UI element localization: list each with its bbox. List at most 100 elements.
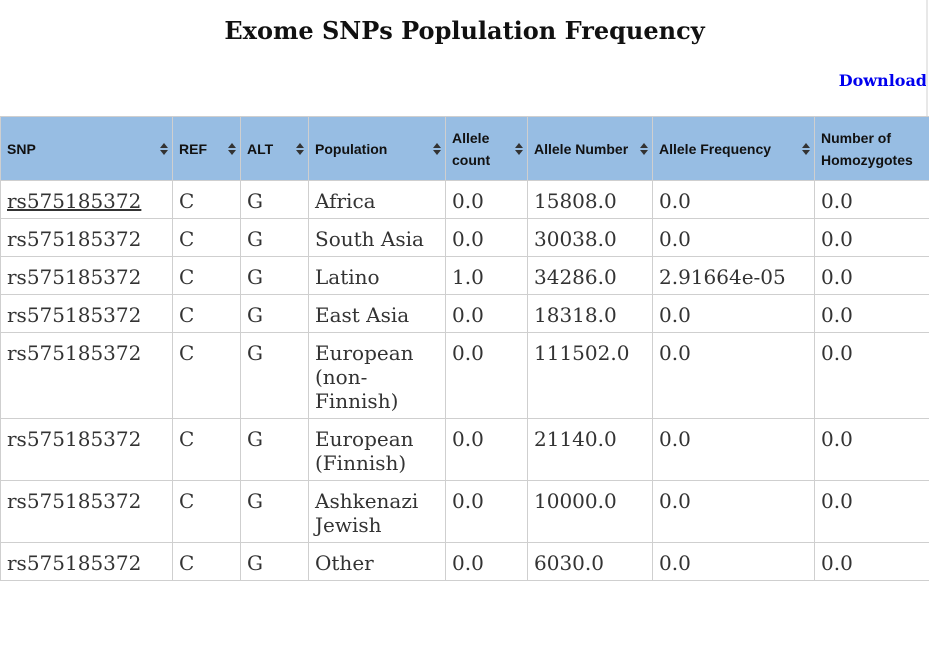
table-row: rs575185372 C G East Asia 0.0 18318.0 0.… <box>0 294 929 333</box>
download-link[interactable]: Download <box>838 71 927 90</box>
cell-population: Other <box>308 542 446 581</box>
column-header-number-of-homozygotes[interactable]: Number of Homozygotes <box>814 116 929 181</box>
sort-icon[interactable] <box>295 142 305 155</box>
cell-allele-count: 0.0 <box>445 294 528 333</box>
sort-icon[interactable] <box>159 142 169 155</box>
population-frequency-table-container[interactable]: SNP REF ALT <box>0 116 929 662</box>
table-row: rs575185372 C G South Asia 0.0 30038.0 0… <box>0 218 929 257</box>
cell-population: Ashkenazi Jewish <box>308 480 446 543</box>
table-row: rs575185372 C G European (non-Finnish) 0… <box>0 332 929 419</box>
right-divider <box>926 0 928 116</box>
sort-icon[interactable] <box>639 142 649 155</box>
cell-homozygotes: 0.0 <box>814 180 929 219</box>
cell-homozygotes: 0.0 <box>814 480 929 543</box>
cell-snp: rs575185372 <box>0 180 173 219</box>
cell-allele-frequency: 2.91664e-05 <box>652 256 815 295</box>
cell-ref: C <box>172 180 241 219</box>
cell-allele-frequency: 0.0 <box>652 418 815 481</box>
cell-allele-number: 6030.0 <box>527 542 653 581</box>
cell-snp: rs575185372 <box>0 480 173 543</box>
cell-allele-count: 1.0 <box>445 256 528 295</box>
cell-population: South Asia <box>308 218 446 257</box>
cell-allele-frequency: 0.0 <box>652 332 815 419</box>
cell-ref: C <box>172 332 241 419</box>
column-header-label: Population <box>315 140 388 157</box>
column-header-population[interactable]: Population <box>308 116 446 181</box>
cell-population: Latino <box>308 256 446 295</box>
cell-homozygotes: 0.0 <box>814 542 929 581</box>
cell-allele-count: 0.0 <box>445 180 528 219</box>
cell-homozygotes: 0.0 <box>814 332 929 419</box>
cell-ref: C <box>172 542 241 581</box>
cell-ref: C <box>172 256 241 295</box>
cell-population: East Asia <box>308 294 446 333</box>
cell-population: European (Finnish) <box>308 418 446 481</box>
page-title: Exome SNPs Poplulation Frequency <box>224 16 705 45</box>
column-header-label: Allele Frequency <box>659 140 772 157</box>
cell-allele-frequency: 0.0 <box>652 218 815 257</box>
cell-snp: rs575185372 <box>0 294 173 333</box>
column-header-allele-frequency[interactable]: Allele Frequency <box>652 116 815 181</box>
cell-alt: G <box>240 332 309 419</box>
column-header-allele-count[interactable]: Allele count <box>445 116 528 181</box>
table-row: rs575185372 C G European (Finnish) 0.0 2… <box>0 418 929 481</box>
column-header-label: ALT <box>247 140 274 157</box>
cell-allele-count: 0.0 <box>445 480 528 543</box>
cell-allele-number: 34286.0 <box>527 256 653 295</box>
cell-alt: G <box>240 256 309 295</box>
sort-icon[interactable] <box>801 142 811 155</box>
population-frequency-table: SNP REF ALT <box>0 116 929 581</box>
cell-allele-number: 18318.0 <box>527 294 653 333</box>
cell-alt: G <box>240 180 309 219</box>
column-header-label: SNP <box>7 140 36 157</box>
cell-homozygotes: 0.0 <box>814 256 929 295</box>
cell-ref: C <box>172 294 241 333</box>
cell-snp: rs575185372 <box>0 218 173 257</box>
cell-allele-frequency: 0.0 <box>652 542 815 581</box>
column-header-ref[interactable]: REF <box>172 116 241 181</box>
cell-population: European (non-Finnish) <box>308 332 446 419</box>
sort-icon[interactable] <box>432 142 442 155</box>
cell-allele-frequency: 0.0 <box>652 180 815 219</box>
cell-allele-number: 15808.0 <box>527 180 653 219</box>
cell-alt: G <box>240 218 309 257</box>
cell-allele-number: 111502.0 <box>527 332 653 419</box>
sort-icon[interactable] <box>514 142 524 155</box>
cell-homozygotes: 0.0 <box>814 294 929 333</box>
column-header-label: Number of Homozygotes <box>821 129 913 168</box>
cell-allele-number: 21140.0 <box>527 418 653 481</box>
snp-link[interactable]: rs575185372 <box>7 189 142 213</box>
header-row: SNP REF ALT <box>0 116 929 181</box>
cell-snp: rs575185372 <box>0 418 173 481</box>
column-header-label: REF <box>179 140 207 157</box>
cell-population: Africa <box>308 180 446 219</box>
cell-allele-count: 0.0 <box>445 218 528 257</box>
cell-ref: C <box>172 418 241 481</box>
cell-snp: rs575185372 <box>0 542 173 581</box>
cell-ref: C <box>172 480 241 543</box>
cell-ref: C <box>172 218 241 257</box>
column-header-label: Allele count <box>452 129 491 168</box>
cell-allele-count: 0.0 <box>445 332 528 419</box>
cell-snp: rs575185372 <box>0 332 173 419</box>
cell-allele-count: 0.0 <box>445 418 528 481</box>
cell-allele-frequency: 0.0 <box>652 480 815 543</box>
cell-allele-frequency: 0.0 <box>652 294 815 333</box>
table-row: rs575185372 C G Other 0.0 6030.0 0.0 0.0 <box>0 542 929 581</box>
cell-alt: G <box>240 480 309 543</box>
column-header-snp[interactable]: SNP <box>0 116 173 181</box>
table-row: rs575185372 C G Ashkenazi Jewish 0.0 100… <box>0 480 929 543</box>
cell-allele-number: 30038.0 <box>527 218 653 257</box>
column-header-allele-number[interactable]: Allele Number <box>527 116 653 181</box>
table-row: rs575185372 C G Africa 0.0 15808.0 0.0 0… <box>0 180 929 219</box>
cell-alt: G <box>240 418 309 481</box>
sort-icon[interactable] <box>227 142 237 155</box>
column-header-label: Allele Number <box>534 140 629 157</box>
cell-allele-number: 10000.0 <box>527 480 653 543</box>
cell-homozygotes: 0.0 <box>814 418 929 481</box>
cell-snp: rs575185372 <box>0 256 173 295</box>
cell-alt: G <box>240 294 309 333</box>
cell-allele-count: 0.0 <box>445 542 528 581</box>
cell-alt: G <box>240 542 309 581</box>
column-header-alt[interactable]: ALT <box>240 116 309 181</box>
